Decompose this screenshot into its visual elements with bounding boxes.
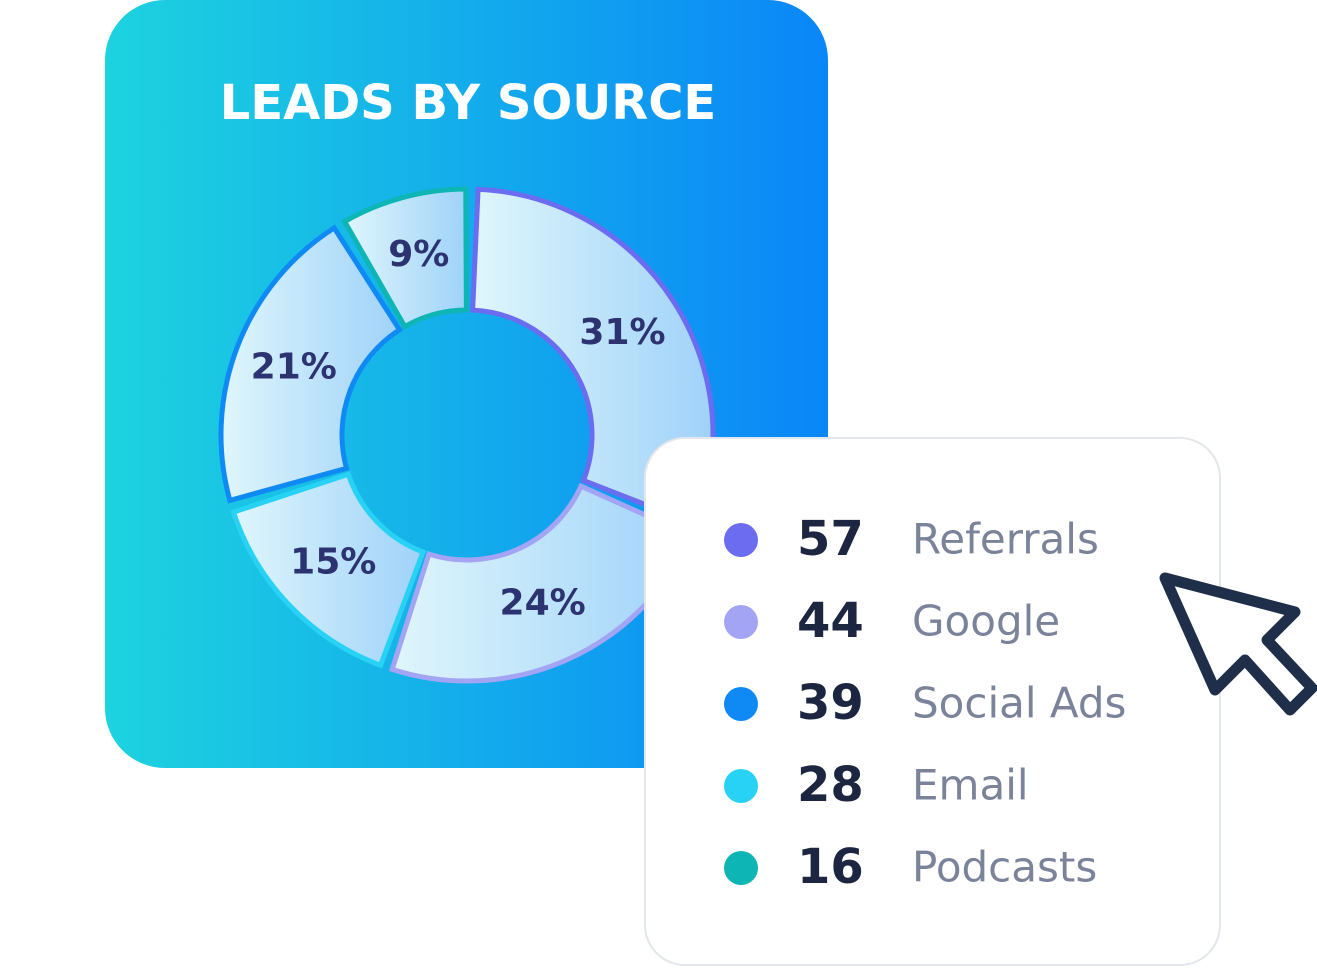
legend-count: 57 — [797, 511, 864, 567]
donut-slice — [341, 186, 469, 330]
legend-count: 28 — [797, 757, 864, 813]
legend-dot — [724, 523, 758, 557]
legend-dot — [724, 605, 758, 639]
donut-slice — [230, 471, 427, 669]
donut-slice — [218, 224, 403, 504]
legend-count: 16 — [797, 839, 864, 895]
legend-dot — [724, 769, 758, 803]
legend-count: 44 — [797, 593, 864, 649]
cursor-icon — [1159, 572, 1317, 716]
legend-label: Referrals — [912, 515, 1099, 564]
slice-label: 15% — [290, 542, 376, 583]
legend-label: Podcasts — [912, 843, 1097, 892]
slice-label: 31% — [579, 312, 665, 353]
legend-dot — [724, 687, 758, 721]
donut-slice — [389, 482, 695, 684]
legend-label: Social Ads — [912, 679, 1126, 728]
legend-label: Google — [912, 597, 1060, 646]
legend-card — [644, 437, 1221, 966]
slice-label: 9% — [388, 234, 449, 275]
legend-label: Email — [912, 761, 1029, 810]
slice-label: 21% — [251, 347, 337, 388]
legend-count: 39 — [797, 675, 864, 731]
legend-dot — [724, 851, 758, 885]
legend: 57 Referrals 44 Google 39 Social Ads 28 Email 16… — [724, 511, 1126, 895]
chart-title: LEADS BY SOURCE — [220, 75, 716, 131]
slice-label: 24% — [500, 582, 586, 623]
donut: 31% 24% 15% 21% 9% — [218, 186, 716, 684]
